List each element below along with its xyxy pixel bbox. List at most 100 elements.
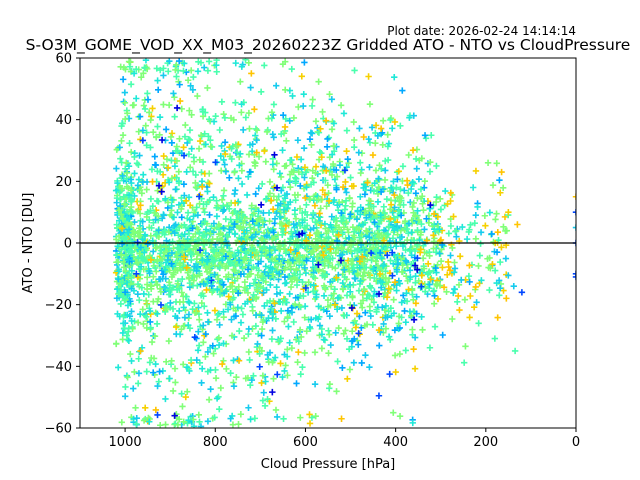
data-point — [269, 155, 277, 162]
data-point — [312, 235, 319, 243]
data-point — [194, 68, 202, 75]
data-point — [322, 167, 330, 174]
data-point — [137, 244, 145, 251]
data-point — [200, 280, 207, 288]
data-point — [302, 225, 310, 232]
data-point — [475, 262, 482, 270]
data-point — [188, 67, 195, 74]
data-point — [495, 236, 502, 244]
data-point — [142, 245, 149, 252]
data-point — [361, 207, 369, 215]
data-point — [194, 212, 202, 219]
data-point — [215, 221, 222, 228]
data-point — [374, 198, 382, 205]
data-point — [240, 334, 248, 342]
data-point — [466, 226, 473, 233]
data-point — [207, 136, 214, 144]
data-point — [405, 220, 413, 227]
data-point — [297, 156, 305, 163]
data-point — [386, 206, 394, 213]
data-point — [260, 275, 267, 282]
data-point — [372, 122, 380, 129]
data-point — [330, 244, 337, 252]
data-point — [235, 198, 242, 205]
data-point — [389, 209, 396, 216]
data-point — [355, 287, 363, 294]
data-point — [307, 129, 315, 136]
data-point — [427, 201, 434, 209]
data-point — [311, 380, 319, 388]
data-point — [357, 211, 364, 218]
data-point — [236, 225, 243, 232]
data-point — [152, 161, 160, 169]
data-point — [271, 354, 279, 361]
data-point — [338, 217, 345, 225]
data-point — [252, 190, 259, 198]
data-point — [451, 286, 459, 293]
data-point — [241, 230, 248, 237]
y-tick-label: 40 — [55, 113, 72, 128]
data-point — [152, 406, 160, 414]
data-point — [451, 265, 459, 272]
data-point — [157, 276, 164, 283]
data-point — [245, 261, 253, 269]
data-point — [374, 230, 381, 237]
data-point — [312, 412, 319, 420]
data-point — [395, 320, 402, 327]
data-point — [367, 187, 374, 194]
data-point — [196, 156, 203, 164]
data-point — [450, 269, 458, 276]
data-point — [151, 153, 158, 160]
data-point — [261, 302, 268, 310]
data-point — [203, 258, 211, 265]
data-point — [237, 78, 244, 85]
data-point — [176, 285, 183, 292]
data-point — [350, 264, 357, 271]
data-point — [168, 286, 175, 293]
data-point — [445, 230, 453, 237]
data-point — [412, 155, 420, 163]
data-point — [406, 247, 414, 255]
data-point — [140, 417, 148, 424]
data-point — [502, 227, 509, 235]
data-point — [375, 175, 382, 182]
data-point — [409, 419, 416, 427]
data-point — [320, 251, 327, 259]
data-point — [262, 196, 270, 203]
data-point — [115, 364, 122, 371]
data-point — [385, 140, 393, 147]
data-point — [337, 257, 345, 264]
data-point — [382, 267, 389, 275]
data-point — [251, 162, 259, 169]
data-point — [143, 129, 150, 136]
data-point — [251, 106, 258, 113]
data-point — [416, 236, 423, 244]
data-point — [477, 229, 485, 236]
data-point — [409, 326, 416, 333]
data-point — [396, 350, 404, 358]
data-point — [333, 388, 340, 395]
data-point — [211, 414, 218, 421]
data-point — [426, 344, 434, 351]
data-point — [174, 147, 181, 155]
data-point — [165, 101, 173, 109]
data-point — [281, 273, 289, 281]
data-point — [366, 363, 373, 371]
data-point — [240, 126, 247, 134]
data-point — [452, 228, 459, 235]
data-point — [139, 236, 146, 243]
data-point — [346, 366, 354, 373]
data-point — [270, 101, 278, 108]
data-point — [518, 289, 526, 296]
data-point — [430, 300, 438, 307]
data-point — [262, 278, 270, 286]
data-point — [367, 312, 374, 320]
data-point — [259, 318, 266, 326]
data-point — [204, 84, 211, 92]
data-point — [396, 413, 404, 420]
data-point — [289, 257, 297, 264]
data-point — [391, 73, 398, 81]
data-point — [143, 301, 151, 308]
data-point — [287, 246, 294, 254]
data-point — [196, 246, 204, 254]
